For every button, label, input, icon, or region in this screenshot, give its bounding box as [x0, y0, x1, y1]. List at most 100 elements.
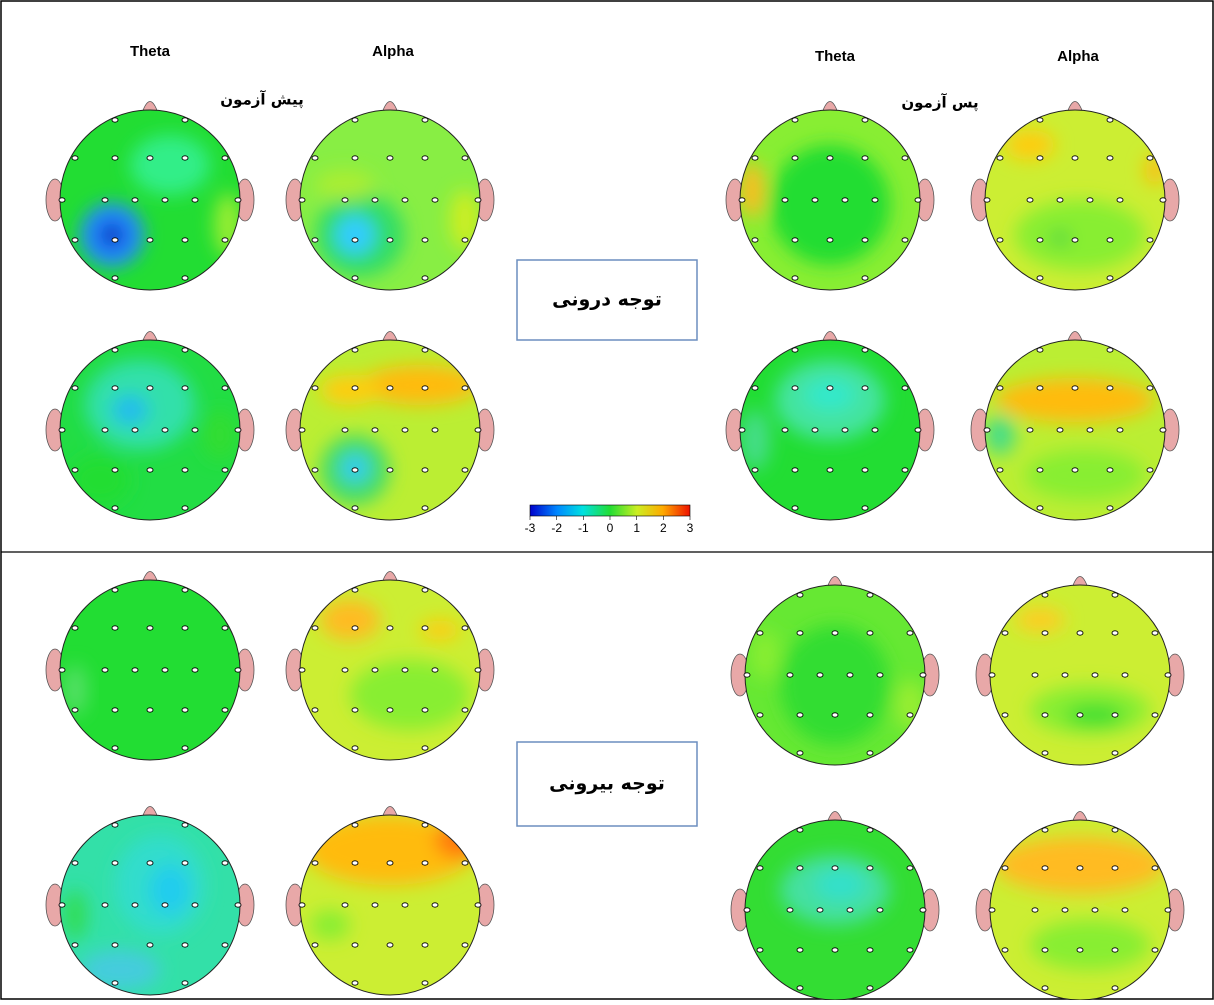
electrode — [786, 672, 794, 678]
electrode — [1164, 672, 1172, 678]
electrode — [221, 155, 229, 161]
head-map — [985, 340, 1165, 520]
electrode — [816, 672, 824, 678]
electrode — [1001, 947, 1009, 953]
electrode — [1106, 385, 1114, 391]
blob — [305, 815, 475, 885]
electrode — [351, 275, 359, 281]
electrode — [351, 385, 359, 391]
electrode — [1159, 427, 1167, 433]
electrode — [1151, 712, 1159, 718]
electrode — [876, 907, 884, 913]
electrode — [1076, 630, 1084, 636]
electrode — [1111, 827, 1119, 833]
electrode — [988, 672, 996, 678]
electrode — [751, 155, 759, 161]
head-map — [60, 815, 240, 995]
blobs — [780, 855, 890, 925]
head-map — [60, 110, 240, 290]
electrode — [474, 427, 482, 433]
electrode — [1159, 197, 1167, 203]
condition-box — [516, 259, 698, 341]
electrode — [234, 902, 242, 908]
electrode — [111, 860, 119, 866]
electrode — [111, 505, 119, 511]
electrode — [146, 942, 154, 948]
electrode — [1036, 505, 1044, 511]
electrode — [351, 980, 359, 986]
electrode — [1031, 672, 1039, 678]
electrode — [111, 467, 119, 473]
electrode — [181, 980, 189, 986]
blob — [315, 170, 375, 200]
electrode — [131, 427, 139, 433]
electrode — [421, 822, 429, 828]
condition-box — [516, 741, 698, 827]
head-map — [990, 820, 1170, 1000]
electrode — [181, 822, 189, 828]
electrode — [861, 155, 869, 161]
electrode — [111, 707, 119, 713]
colorbar-tick-label: -1 — [578, 521, 589, 535]
electrode — [796, 712, 804, 718]
electrode — [474, 667, 482, 673]
electrode — [461, 860, 469, 866]
head-map — [740, 110, 920, 290]
blob — [995, 378, 1155, 422]
electrode — [751, 467, 759, 473]
electrode — [861, 505, 869, 511]
electrode — [351, 707, 359, 713]
electrode — [71, 707, 79, 713]
electrode — [796, 865, 804, 871]
electrode — [474, 197, 482, 203]
electrode — [111, 385, 119, 391]
electrode — [1146, 385, 1154, 391]
blob — [63, 665, 87, 715]
electrode — [811, 197, 819, 203]
blobs — [1005, 130, 1165, 270]
header: Alpha — [1057, 48, 1099, 65]
electrode — [791, 505, 799, 511]
electrode — [146, 237, 154, 243]
head-fill — [990, 585, 1170, 765]
electrode — [866, 865, 874, 871]
electrode — [111, 347, 119, 353]
electrode — [906, 712, 914, 718]
electrode — [71, 385, 79, 391]
electrode — [791, 155, 799, 161]
electrode — [111, 980, 119, 986]
head-map — [985, 110, 1165, 290]
blob — [995, 837, 1165, 893]
electrode — [796, 750, 804, 756]
electrode — [1164, 907, 1172, 913]
electrode — [826, 155, 834, 161]
post-label: پس آزمون — [901, 94, 978, 113]
blobs — [740, 145, 890, 265]
electrode — [1061, 907, 1069, 913]
electrode — [161, 427, 169, 433]
electrode — [311, 155, 319, 161]
electrode — [1106, 237, 1114, 243]
electrode — [181, 625, 189, 631]
electrode — [983, 427, 991, 433]
electrode — [371, 427, 379, 433]
colorbar — [529, 504, 691, 517]
electrode — [311, 237, 319, 243]
electrode — [311, 942, 319, 948]
electrode — [1036, 347, 1044, 353]
electrode — [1076, 712, 1084, 718]
electrode — [1121, 907, 1129, 913]
electrode — [431, 427, 439, 433]
electrode — [786, 907, 794, 913]
electrode — [461, 237, 469, 243]
electrode — [298, 667, 306, 673]
electrode — [791, 347, 799, 353]
electrode — [914, 197, 922, 203]
electrode — [386, 467, 394, 473]
electrode — [1116, 427, 1124, 433]
electrode — [181, 117, 189, 123]
electrode — [351, 467, 359, 473]
blob — [1050, 232, 1070, 244]
condition-label: توجه درونی — [552, 289, 662, 311]
electrode — [341, 667, 349, 673]
